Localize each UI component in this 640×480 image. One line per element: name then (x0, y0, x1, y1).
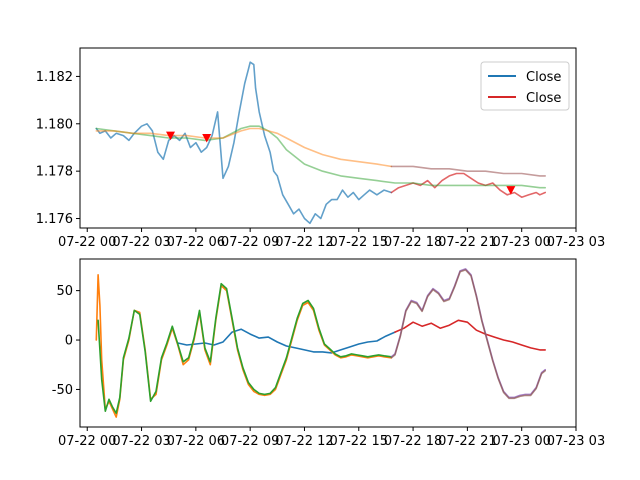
top-series-line-3 (95, 127, 393, 168)
sell-signal-marker-1 (202, 134, 212, 143)
top-x-tick-label-4: 07-22 12 (275, 235, 333, 250)
top-y-tick-label-2: 1.180 (36, 117, 73, 132)
bottom-x-tick-label-2: 07-22 06 (167, 434, 225, 449)
top-series-line-4 (390, 165, 547, 177)
bottom-x-tick-label-9: 07-23 03 (547, 434, 605, 449)
bottom-axes-frame (79, 258, 577, 428)
top-plot-area (95, 61, 547, 225)
top-x-tick-label-1: 07-22 03 (112, 235, 170, 250)
top-x-tick-label-7: 07-22 21 (438, 235, 496, 250)
bottom-x-tick-label-6: 07-22 18 (384, 434, 442, 449)
top-series-line-0 (95, 61, 393, 225)
bottom-series-line-5 (390, 269, 547, 400)
top-y-tick-label-1: 1.178 (36, 165, 73, 180)
top-y-ticks: 1.176 1.178 1.180 1.182 (36, 70, 80, 227)
bottom-x-tick-label-3: 07-22 09 (221, 434, 279, 449)
bottom-x-tick-label-4: 07-22 12 (275, 434, 333, 449)
bottom-x-tick-label-8: 07-23 00 (492, 434, 550, 449)
sell-signal-marker-0 (166, 131, 176, 141)
top-series-line-1 (390, 172, 547, 198)
bottom-y-tick-label-0: -50 (52, 383, 73, 398)
legend: Close Close (480, 61, 570, 111)
legend-label-close-blue: Close (526, 70, 561, 85)
top-y-tick-label-3: 1.182 (36, 70, 73, 85)
bottom-x-tick-label-5: 07-22 15 (330, 434, 388, 449)
bottom-x-tick-label-0: 07-22 00 (58, 434, 116, 449)
top-x-tick-label-0: 07-22 00 (58, 235, 116, 250)
bottom-series-line-0 (177, 328, 396, 354)
bottom-series-line-1 (394, 319, 547, 351)
top-x-tick-label-9: 07-23 03 (547, 235, 605, 250)
top-y-tick-label-0: 1.176 (36, 212, 73, 227)
top-series-line-2 (95, 125, 547, 189)
legend-label-close-red: Close (526, 91, 561, 106)
top-signal-markers (166, 131, 516, 195)
bottom-series-line-3 (97, 282, 393, 415)
bottom-y-ticks: -50 0 50 (52, 284, 80, 398)
bottom-y-tick-label-1: 0 (65, 334, 73, 349)
top-x-tick-label-2: 07-22 06 (167, 235, 225, 250)
top-x-tick-label-8: 07-23 00 (492, 235, 550, 250)
bottom-x-tick-label-1: 07-22 03 (112, 434, 170, 449)
top-x-tick-label-3: 07-22 09 (221, 235, 279, 250)
top-axes-frame (79, 47, 577, 229)
bottom-plot-area (95, 268, 547, 418)
top-x-tick-label-6: 07-22 18 (384, 235, 442, 250)
bottom-y-tick-label-2: 50 (56, 284, 73, 299)
sell-signal-marker-2 (506, 186, 516, 195)
top-x-tick-label-5: 07-22 15 (330, 235, 388, 250)
bottom-x-tick-label-7: 07-22 21 (438, 434, 496, 449)
